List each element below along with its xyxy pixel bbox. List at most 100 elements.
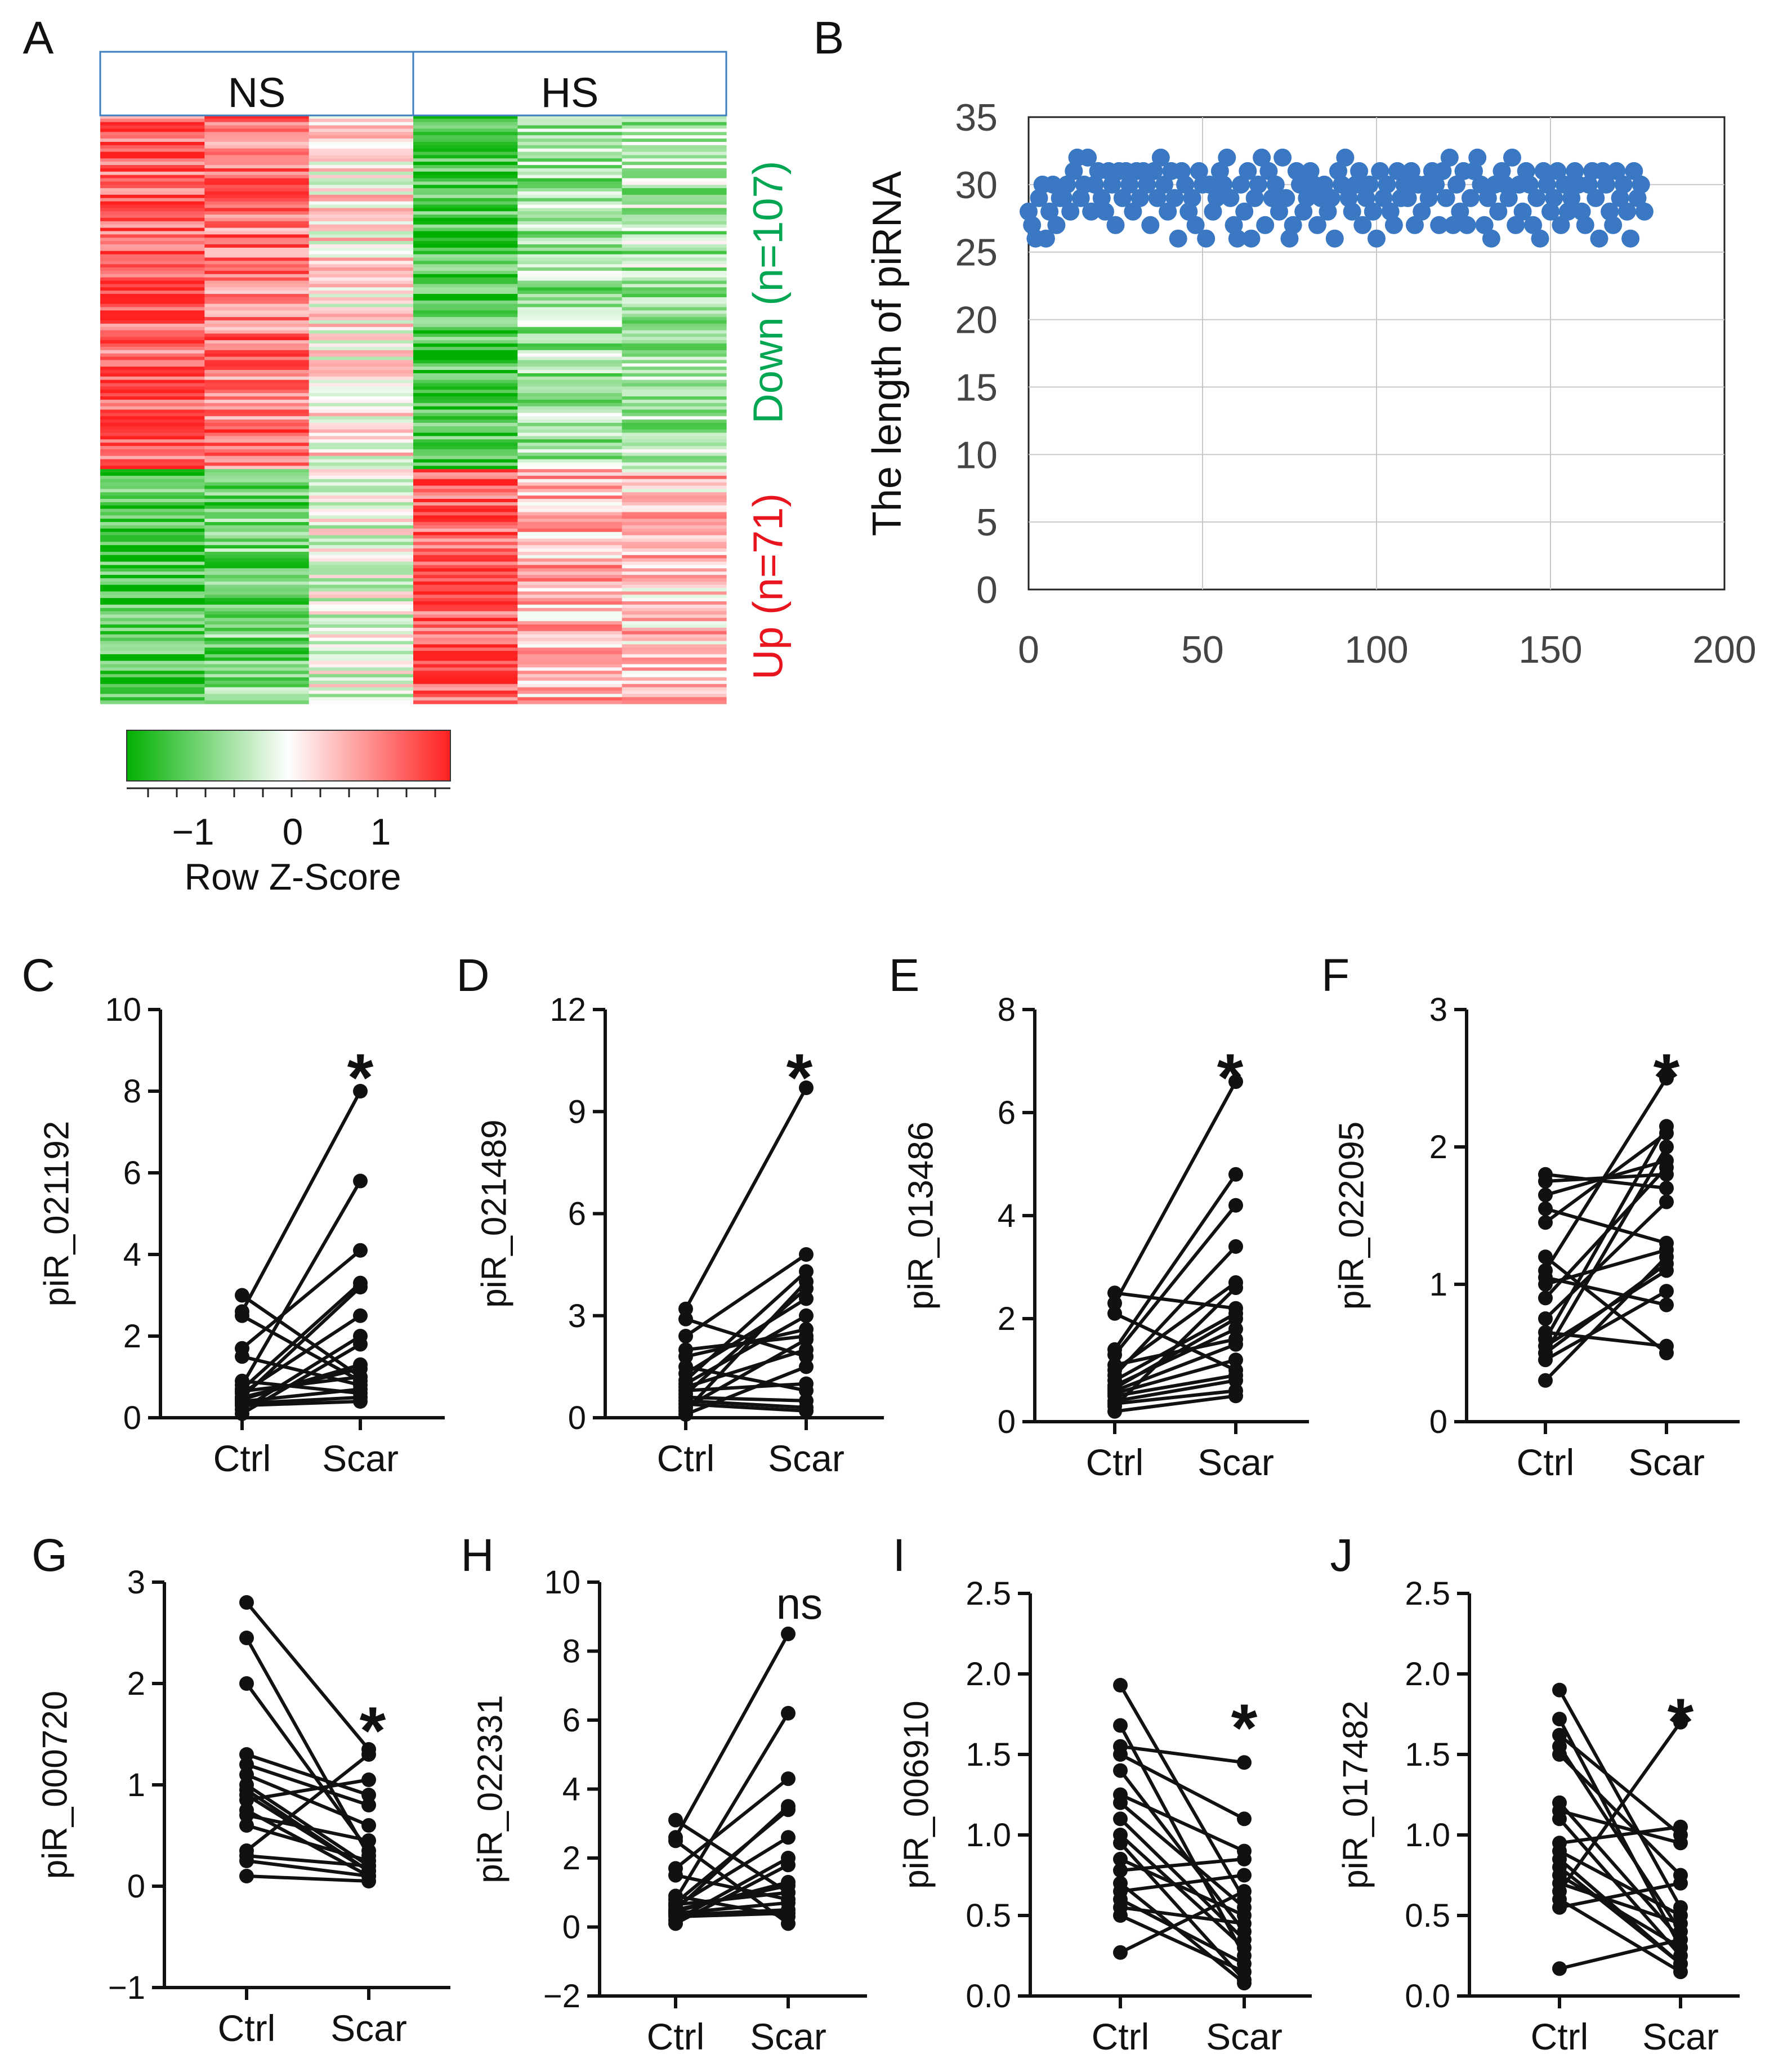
heatmap-cell [622,122,727,126]
heatmap-cell [622,215,727,218]
heatmap-cell [622,251,727,255]
heatmap-cell [100,294,205,298]
heatmap-cell [309,621,414,625]
heatmap-cell [622,327,727,331]
heatmap-cell [517,201,623,206]
heatmap-cell [204,456,310,460]
heatmap-cell [309,178,414,182]
heatmap-cell [100,512,205,516]
scar-point [361,1864,376,1878]
heatmap-cell [204,502,310,506]
heatmap-cell [413,270,518,275]
heatmap-cell [100,208,205,212]
heatmap-cell [622,657,727,662]
scar-point [1237,1908,1252,1923]
pair-line [240,1281,362,1391]
panel-letter: D [456,950,489,1001]
heatmap-cell [309,227,414,232]
data-point [1388,162,1407,180]
heatmap-cell [517,697,623,701]
pair-line [1119,1801,1245,1909]
heatmap-cell [517,561,623,566]
scar-point [1228,1388,1243,1404]
heatmap-cell [413,508,518,513]
heatmap-cell [100,667,205,671]
heatmap-cell [309,300,414,305]
heatmap-cell [413,244,518,248]
ctrl-point [668,1902,683,1917]
heatmap-cell [517,297,623,301]
scar-point [1228,1074,1243,1089]
heatmap-cell [100,581,205,586]
heatmap-cell [517,314,623,318]
heatmap-cell [309,601,414,605]
heatmap-cell [517,118,623,123]
heatmap-cell [413,469,518,473]
scar-point [1673,1714,1688,1730]
heatmap-cell [100,141,205,146]
heatmap-cell [622,495,727,499]
heatmap-cell [413,409,518,413]
heatmap-cell [622,333,727,337]
heatmap-cell [100,303,205,308]
heatmap-cell [100,376,205,381]
heatmap-cell [309,274,414,278]
heatmap-cell [100,122,205,126]
heatmap-cell [204,671,310,675]
data-point [1576,216,1594,234]
heatmap-cell [517,383,623,387]
scar-point [353,1386,368,1401]
heatmap-cell [413,217,518,222]
pair-line [246,1778,369,1802]
data-point [1364,202,1382,221]
heatmap-cell [204,227,310,232]
heatmap-cell [309,291,414,294]
heatmap-cell [413,390,518,394]
heatmap-cell [413,257,518,261]
data-point [1273,148,1292,167]
heatmap-cell [309,386,414,390]
heatmap-cell [100,519,205,523]
data-point [1103,175,1121,194]
heatmap-cell [100,343,205,347]
ctrl-point [1113,1718,1128,1733]
heatmap-cell [622,175,727,179]
heatmap-cell [309,267,414,271]
heatmap-cell [517,141,623,146]
data-point [1235,202,1254,221]
data-point [1058,175,1076,194]
heatmap-cell [309,158,414,162]
y-tick-label: 0.0 [1405,1978,1450,2015]
heatmap-cell [309,664,414,668]
heatmap-cell [204,624,310,628]
y-tick-label: 2 [127,1665,145,1702]
heatmap-cell [517,132,623,136]
heatmap-cell [309,565,414,569]
heatmap-cell [622,257,727,261]
heatmap-cell [100,452,205,457]
heatmap-cell [622,542,727,546]
heatmap-cell [413,697,518,701]
y-tick-label: 1 [1429,1266,1447,1303]
heatmap-cell [517,604,623,609]
panel-letter: I [893,1530,906,1581]
heatmap-cell [100,158,205,162]
pair-line [674,1856,789,1922]
heatmap-cell [517,568,623,572]
heatmap-cell [622,674,727,678]
y-tick-label: 2.5 [966,1575,1011,1612]
ctrl-point [239,1818,254,1833]
scar-point [353,1280,368,1294]
heatmap-cell [413,224,518,229]
heatmap-cell [517,618,623,622]
heatmap-cell [413,522,518,526]
heatmap-cell [622,694,727,698]
heatmap-cell [204,367,310,370]
heatmap-cell [309,125,414,130]
heatmap-cell [204,406,310,410]
heatmap-cell [517,538,623,542]
heatmap-cell [622,561,727,566]
